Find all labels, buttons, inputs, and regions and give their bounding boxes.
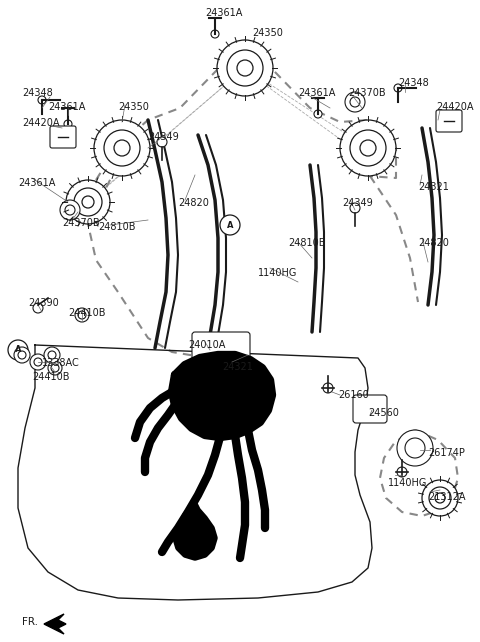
Circle shape bbox=[220, 215, 240, 235]
Circle shape bbox=[51, 364, 59, 372]
Text: 24361A: 24361A bbox=[205, 8, 242, 18]
Text: 24420A: 24420A bbox=[22, 118, 60, 128]
Text: 24410B: 24410B bbox=[68, 308, 106, 318]
Circle shape bbox=[75, 308, 89, 322]
Text: FR.: FR. bbox=[22, 617, 38, 627]
Circle shape bbox=[66, 180, 110, 224]
Text: 24820: 24820 bbox=[418, 238, 449, 248]
Circle shape bbox=[78, 311, 86, 319]
Text: 24410B: 24410B bbox=[32, 372, 70, 382]
Circle shape bbox=[48, 361, 62, 375]
Circle shape bbox=[82, 196, 94, 208]
Polygon shape bbox=[175, 495, 215, 558]
Text: 24420A: 24420A bbox=[436, 102, 473, 112]
Text: 24820: 24820 bbox=[178, 198, 209, 208]
Circle shape bbox=[74, 188, 102, 216]
Circle shape bbox=[237, 60, 253, 76]
Circle shape bbox=[8, 340, 28, 360]
Circle shape bbox=[435, 493, 445, 503]
Text: 24810B: 24810B bbox=[98, 222, 135, 232]
Text: 24810B: 24810B bbox=[288, 238, 325, 248]
Circle shape bbox=[422, 480, 458, 516]
FancyBboxPatch shape bbox=[50, 126, 76, 148]
Text: 24361A: 24361A bbox=[48, 102, 85, 112]
Circle shape bbox=[314, 110, 322, 118]
Circle shape bbox=[397, 467, 407, 477]
Text: 24348: 24348 bbox=[22, 88, 53, 98]
Text: 24370B: 24370B bbox=[62, 218, 100, 228]
FancyBboxPatch shape bbox=[192, 332, 250, 373]
Circle shape bbox=[429, 487, 451, 509]
Text: 24361A: 24361A bbox=[18, 178, 55, 188]
Text: 1338AC: 1338AC bbox=[42, 358, 80, 368]
Text: 24010A: 24010A bbox=[188, 340, 226, 350]
Text: 1140HG: 1140HG bbox=[388, 478, 427, 488]
Circle shape bbox=[217, 40, 273, 96]
Text: 24349: 24349 bbox=[148, 132, 179, 142]
Circle shape bbox=[323, 383, 333, 393]
Circle shape bbox=[48, 351, 56, 359]
Circle shape bbox=[227, 50, 263, 86]
Text: 24348: 24348 bbox=[398, 78, 429, 88]
Circle shape bbox=[350, 97, 360, 107]
Circle shape bbox=[211, 30, 219, 38]
Circle shape bbox=[33, 303, 43, 313]
Text: 24349: 24349 bbox=[342, 198, 373, 208]
Circle shape bbox=[397, 430, 433, 466]
Circle shape bbox=[345, 92, 365, 112]
Circle shape bbox=[360, 140, 376, 156]
Text: 1140HG: 1140HG bbox=[258, 268, 298, 278]
Circle shape bbox=[350, 130, 386, 166]
FancyBboxPatch shape bbox=[436, 110, 462, 132]
Text: A: A bbox=[15, 345, 21, 354]
Polygon shape bbox=[172, 355, 272, 437]
Circle shape bbox=[60, 200, 80, 220]
Circle shape bbox=[44, 347, 60, 363]
Circle shape bbox=[394, 84, 402, 92]
Text: 21312A: 21312A bbox=[428, 492, 466, 502]
FancyBboxPatch shape bbox=[353, 395, 387, 423]
Circle shape bbox=[38, 96, 46, 104]
Text: 24321: 24321 bbox=[222, 362, 253, 372]
Text: 24350: 24350 bbox=[252, 28, 283, 38]
Circle shape bbox=[94, 120, 150, 176]
Circle shape bbox=[34, 358, 42, 366]
Text: 24390: 24390 bbox=[28, 298, 59, 308]
Circle shape bbox=[18, 351, 26, 359]
Polygon shape bbox=[44, 614, 66, 634]
Text: 24560: 24560 bbox=[368, 408, 399, 418]
Circle shape bbox=[65, 205, 75, 215]
Text: A: A bbox=[227, 220, 233, 229]
Text: 26174P: 26174P bbox=[428, 448, 465, 458]
Circle shape bbox=[64, 120, 72, 128]
Circle shape bbox=[104, 130, 140, 166]
Circle shape bbox=[157, 137, 167, 147]
Circle shape bbox=[364, 402, 376, 414]
Text: 24361A: 24361A bbox=[298, 88, 336, 98]
Text: 24350: 24350 bbox=[118, 102, 149, 112]
Text: 24370B: 24370B bbox=[348, 88, 385, 98]
Circle shape bbox=[30, 354, 46, 370]
Text: 24321: 24321 bbox=[418, 182, 449, 192]
Circle shape bbox=[14, 347, 30, 363]
Circle shape bbox=[350, 203, 360, 213]
Circle shape bbox=[114, 140, 130, 156]
Circle shape bbox=[405, 438, 425, 458]
Circle shape bbox=[340, 120, 396, 176]
Text: 26160: 26160 bbox=[338, 390, 369, 400]
